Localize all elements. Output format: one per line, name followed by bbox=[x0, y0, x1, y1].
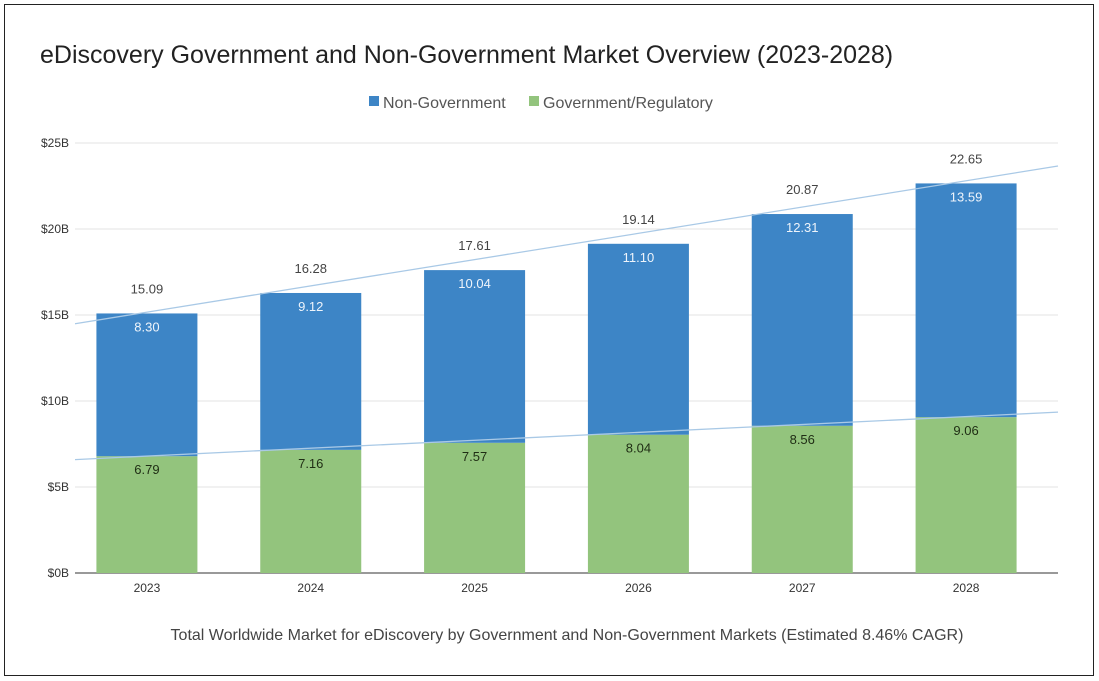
chart-title: eDiscovery Government and Non-Government… bbox=[40, 41, 893, 69]
x-tick-label: 2024 bbox=[297, 581, 324, 595]
bar-non-government bbox=[587, 243, 689, 435]
bar-non-government bbox=[751, 214, 853, 426]
y-tick-label: $25B bbox=[41, 136, 69, 150]
y-tick-label: $5B bbox=[48, 480, 69, 494]
bar-non-government bbox=[915, 183, 1017, 418]
bar-government bbox=[915, 417, 1017, 573]
x-axis-title: Total Worldwide Market for eDiscovery by… bbox=[171, 627, 964, 644]
data-label: 8.56 bbox=[790, 432, 815, 447]
legend-swatch-non-government bbox=[369, 96, 379, 106]
bar-government bbox=[260, 449, 362, 573]
bar-government bbox=[587, 434, 689, 573]
x-tick-label: 2026 bbox=[625, 581, 652, 595]
data-label: 8.30 bbox=[134, 319, 159, 334]
data-label: 7.57 bbox=[462, 449, 487, 464]
trendline-total bbox=[74, 165, 1059, 325]
chart-frame bbox=[4, 4, 1094, 676]
data-label: 11.10 bbox=[623, 250, 655, 265]
legend-label-non-government: Non-Government bbox=[383, 95, 506, 112]
total-label: 22.65 bbox=[950, 151, 983, 166]
total-label: 17.61 bbox=[458, 238, 491, 253]
trendline-government bbox=[74, 411, 1059, 461]
data-label: 8.04 bbox=[626, 441, 651, 456]
legend-swatch-government bbox=[529, 96, 539, 106]
x-tick-label: 2028 bbox=[953, 581, 980, 595]
y-tick-label: $10B bbox=[41, 394, 69, 408]
x-tick-label: 2027 bbox=[789, 581, 816, 595]
data-label: 7.16 bbox=[298, 456, 323, 471]
data-label: 9.12 bbox=[298, 299, 323, 314]
y-tick-label: $20B bbox=[41, 222, 69, 236]
bar-non-government bbox=[260, 292, 362, 450]
data-label: 9.06 bbox=[953, 423, 978, 438]
x-tick-label: 2023 bbox=[134, 581, 161, 595]
legend-label-government: Government/Regulatory bbox=[543, 95, 713, 112]
total-label: 16.28 bbox=[294, 261, 327, 276]
x-tick-label: 2025 bbox=[461, 581, 488, 595]
data-label: 12.31 bbox=[786, 220, 819, 235]
legend: Non-Government Government/Regulatory bbox=[369, 95, 713, 112]
bar-government bbox=[751, 425, 853, 573]
data-label: 6.79 bbox=[134, 462, 159, 477]
bar-government bbox=[96, 456, 198, 573]
data-label: 13.59 bbox=[950, 189, 983, 204]
y-tick-label: $0B bbox=[48, 566, 69, 580]
total-label: 20.87 bbox=[786, 182, 819, 197]
total-label: 19.14 bbox=[622, 212, 655, 227]
bar-non-government bbox=[424, 270, 526, 443]
bar-government bbox=[424, 442, 526, 573]
y-tick-label: $15B bbox=[41, 308, 69, 322]
total-label: 15.09 bbox=[131, 281, 164, 296]
data-label: 10.04 bbox=[458, 276, 491, 291]
bar-non-government bbox=[96, 313, 198, 457]
